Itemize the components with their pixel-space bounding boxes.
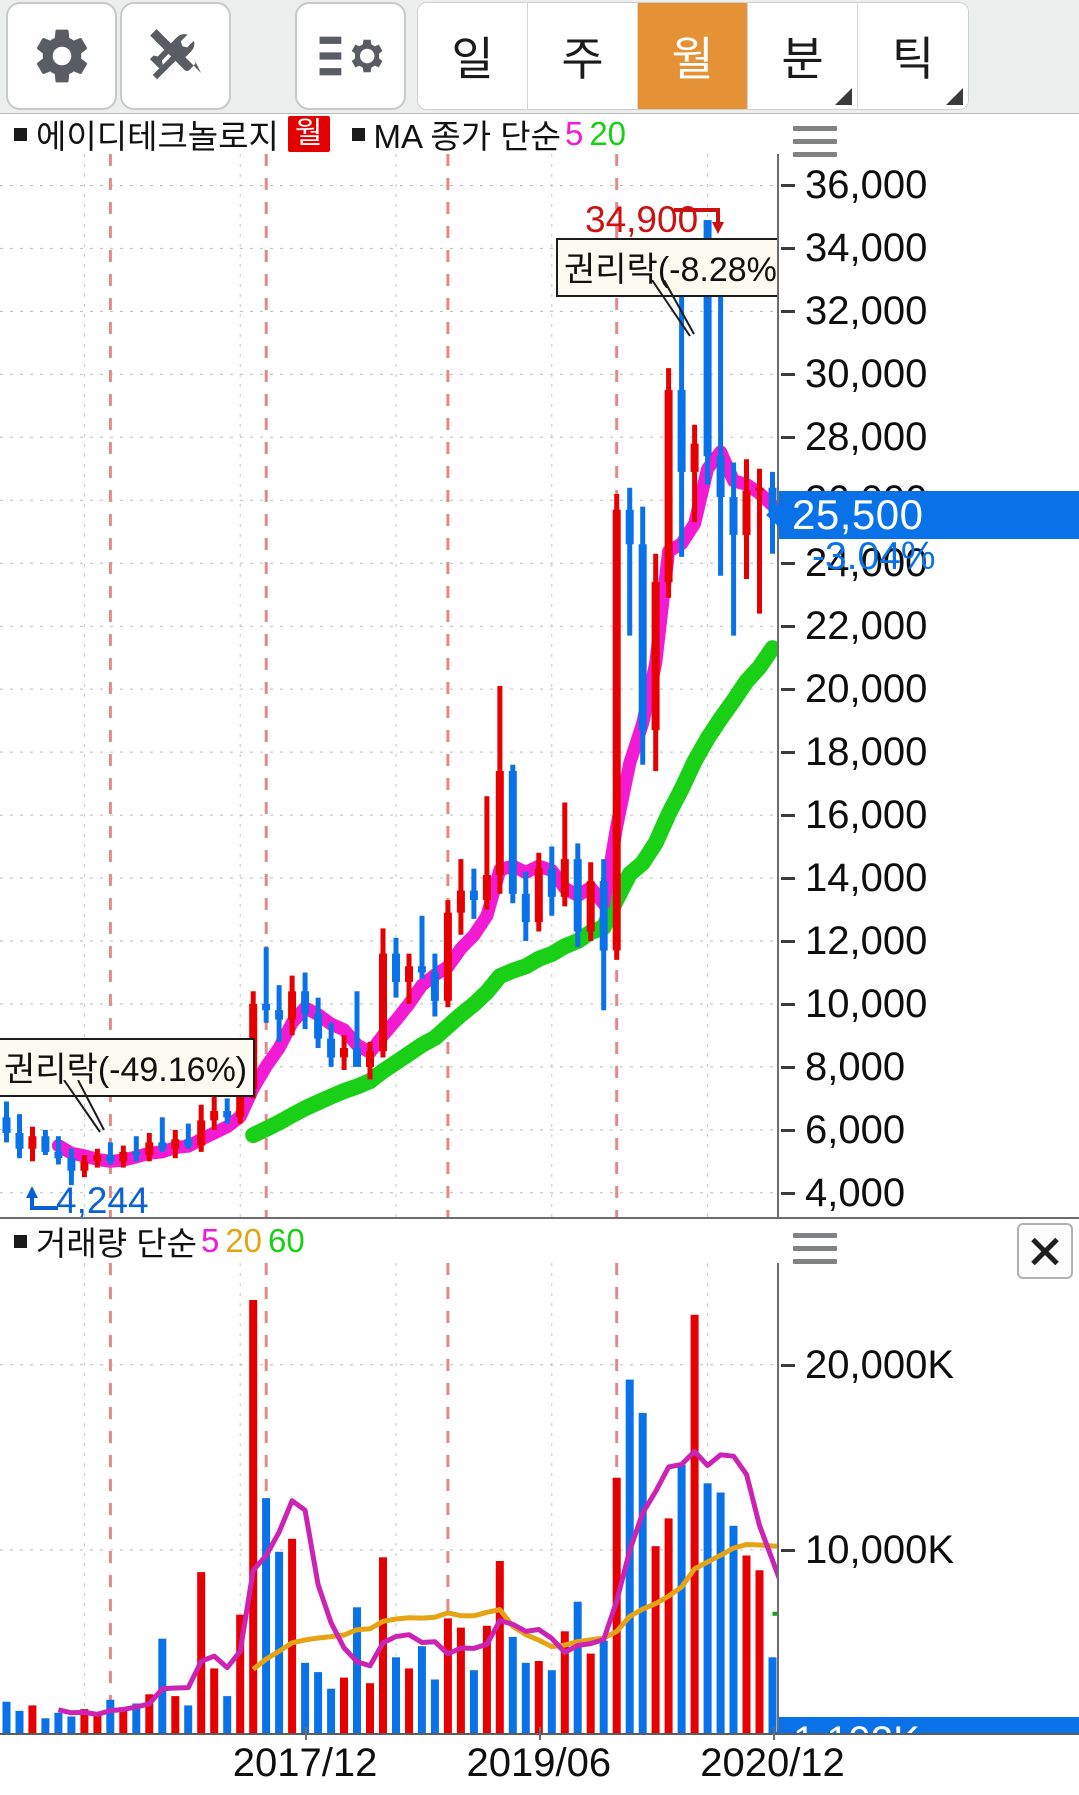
price-y-tick: 22,000 bbox=[779, 606, 1079, 646]
volume-ma-5: 5 bbox=[200, 1222, 220, 1259]
period-tab-tick[interactable]: 틱 bbox=[858, 3, 968, 109]
period-tab-month[interactable]: 월 bbox=[638, 3, 748, 109]
price-y-axis: 36,000 34,000 32,000 30,000 28,000 26,00… bbox=[779, 126, 1079, 1218]
price-y-tick: 10,000 bbox=[779, 984, 1079, 1024]
x-axis-tick: 2020/12 bbox=[663, 1727, 883, 1786]
period-tab-minute-label: 분 bbox=[781, 33, 824, 85]
high-price-label: 34,900 bbox=[585, 199, 699, 240]
price-y-tick: 36,000 bbox=[779, 165, 1079, 205]
price-change-pct: -3.04% bbox=[812, 535, 936, 578]
rights-offering-top-leader-icon bbox=[651, 280, 695, 337]
price-y-tick: 4,000 bbox=[779, 1173, 1079, 1213]
ma-label: MA 종가 단순 bbox=[373, 118, 561, 155]
price-y-tick: 28,000 bbox=[779, 417, 1079, 457]
expand-corner-icon bbox=[946, 88, 963, 105]
rights-offering-top-label: 권리락(-8.28%) bbox=[556, 238, 777, 297]
price-chart-panel: 에이디테크놀로지 월 MA 종가 단순 5 20 34,900 권리락(-8.2… bbox=[0, 113, 1079, 1218]
volume-ma-60: 60 bbox=[268, 1222, 305, 1259]
expand-corner-icon bbox=[835, 88, 852, 105]
rights-offering-bottom-leader-icon bbox=[63, 1080, 105, 1133]
price-y-tick: 32,000 bbox=[779, 291, 1079, 331]
volume-panel-menu-icon[interactable] bbox=[793, 1233, 837, 1264]
price-y-tick: 16,000 bbox=[779, 795, 1079, 835]
period-tab-day-label: 일 bbox=[451, 33, 494, 85]
low-price-arrow-icon bbox=[26, 1186, 58, 1210]
volume-ma-20: 20 bbox=[225, 1222, 263, 1259]
volume-chart-panel: 거래량 단순 5 20 60 20,000K 10,000K bbox=[0, 1217, 1079, 1735]
indicator-settings-button[interactable] bbox=[295, 2, 406, 110]
x-axis: 2017/12 2019/06 2020/12 bbox=[0, 1727, 1079, 1795]
period-tab-month-label: 월 bbox=[671, 33, 714, 85]
volume-y-tick: 10,000K bbox=[779, 1530, 1079, 1570]
settings-gear-button[interactable] bbox=[6, 2, 117, 110]
price-y-tick: 24,000 bbox=[779, 543, 1079, 583]
period-tab-minute[interactable]: 분 bbox=[748, 3, 858, 109]
price-y-tick: 18,000 bbox=[779, 732, 1079, 772]
close-volume-panel-button[interactable] bbox=[1017, 1223, 1073, 1279]
price-chart-legend: 에이디테크놀로지 월 MA 종가 단순 5 20 bbox=[0, 114, 1079, 155]
period-tab-week[interactable]: 주 bbox=[528, 3, 638, 109]
volume-title: 거래량 단순 bbox=[36, 1225, 197, 1262]
ma-period-5: 5 bbox=[564, 115, 584, 152]
gear-icon bbox=[31, 25, 93, 87]
sliders-gear-icon bbox=[319, 27, 383, 85]
volume-plot-area[interactable] bbox=[0, 1263, 779, 1735]
price-panel-menu-icon[interactable] bbox=[793, 126, 837, 157]
symbol-name: 에이디테크놀로지 bbox=[36, 118, 279, 155]
tools-button[interactable] bbox=[120, 2, 231, 110]
high-price-arrow-icon bbox=[674, 208, 724, 234]
price-y-tick: 12,000 bbox=[779, 921, 1079, 961]
price-y-tick: 34,000 bbox=[779, 228, 1079, 268]
volume-chart-legend: 거래량 단순 5 20 60 bbox=[0, 1219, 305, 1263]
tools-icon bbox=[145, 25, 207, 87]
price-y-tick: 8,000 bbox=[779, 1047, 1079, 1087]
period-selector: 일 주 월 분 틱 bbox=[417, 2, 969, 110]
low-price-label: 4,244 bbox=[56, 1180, 149, 1218]
price-y-tick: 30,000 bbox=[779, 354, 1079, 394]
top-toolbar: 일 주 월 분 틱 bbox=[0, 0, 1079, 113]
period-tab-day[interactable]: 일 bbox=[418, 3, 528, 109]
period-tab-week-label: 주 bbox=[561, 33, 604, 85]
rights-offering-bottom-label: 권리락(-49.16%) bbox=[0, 1038, 256, 1097]
ma-period-20: 20 bbox=[589, 115, 627, 152]
price-y-tick: 6,000 bbox=[779, 1110, 1079, 1150]
period-tab-tick-label: 틱 bbox=[891, 33, 935, 85]
square-bullet-icon bbox=[351, 127, 365, 141]
period-badge: 월 bbox=[287, 116, 330, 152]
square-bullet-icon bbox=[14, 127, 27, 141]
price-y-tick: 14,000 bbox=[779, 858, 1079, 898]
price-y-tick: 20,000 bbox=[779, 669, 1079, 709]
price-badge-arrow-icon bbox=[766, 491, 792, 539]
volume-bars-svg bbox=[0, 1263, 777, 1735]
current-price-value: 25,500 bbox=[792, 491, 924, 538]
volume-y-axis: 20,000K 10,000K bbox=[779, 1223, 1079, 1735]
candlestick-svg bbox=[0, 154, 777, 1218]
price-plot-area[interactable]: 34,900 권리락(-8.28%) 권리락(-49.16%) 4,244 bbox=[0, 154, 779, 1218]
current-price-badge: 25,500 bbox=[766, 491, 1079, 539]
x-axis-tick: 2019/06 bbox=[429, 1727, 649, 1786]
volume-y-tick: 20,000K bbox=[779, 1345, 1079, 1385]
square-bullet-icon bbox=[14, 1234, 27, 1248]
x-axis-tick: 2017/12 bbox=[195, 1727, 415, 1786]
